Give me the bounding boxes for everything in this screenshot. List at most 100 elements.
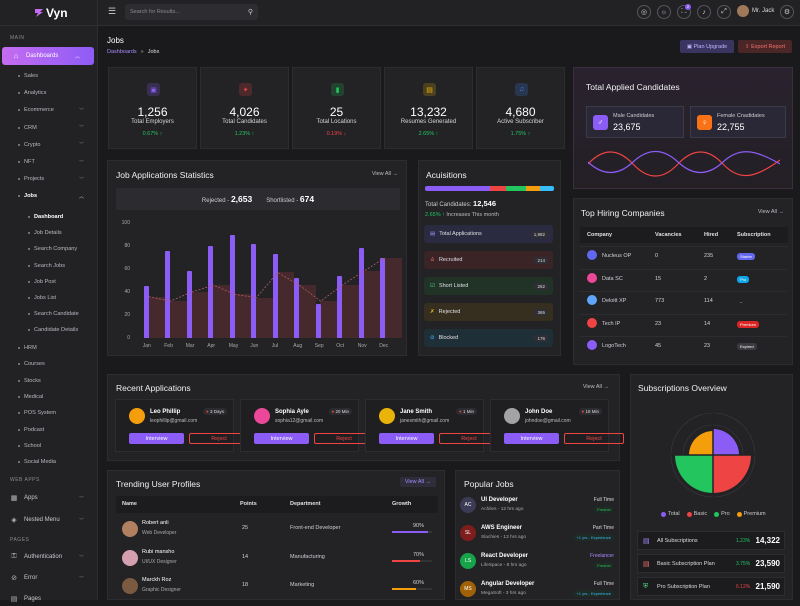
sidebar-sub-crm[interactable]: CRM ﹀ — [0, 121, 98, 135]
profile-department: Manufacturing — [290, 553, 325, 560]
hiring-view-all[interactable]: View All → — [757, 209, 784, 215]
subscription-row[interactable]: ▤ Basic Subscription Plan 3.75% 23,590 — [637, 554, 785, 573]
sidebar-jobs-jobs-list[interactable]: Jobs List — [0, 291, 98, 305]
sidebar-sub-crypto[interactable]: Crypto ﹀ — [0, 138, 98, 152]
sidebar-item-error[interactable]: ⊘ Error ﹀ — [0, 571, 98, 585]
profile-name[interactable]: Robert anli — [142, 520, 169, 526]
subscription-row[interactable]: ⛨ Pro Subscription Plan 6.12% 21,590 — [637, 577, 785, 596]
acq-item[interactable]: ▤ Total Applications 1,982 — [424, 225, 553, 243]
sidebar-sub-medical[interactable]: Medical — [0, 390, 98, 404]
applications-bar[interactable] — [272, 254, 278, 338]
gear-icon[interactable]: ⚙ — [780, 5, 794, 19]
brand-logo[interactable]: Vyn — [0, 0, 98, 26]
sidebar-sub-school[interactable]: School — [0, 439, 98, 453]
sidebar-item-authentication[interactable]: ⚿ Authentication ﹀ — [0, 550, 98, 564]
bell-icon[interactable]: ♪ — [697, 5, 711, 19]
avatar[interactable] — [122, 521, 138, 537]
sidebar-item-nested-menu[interactable]: ◈ Nested Menu ﹀ — [0, 513, 98, 527]
sidebar-jobs-dashboard[interactable]: Dashboard — [0, 210, 98, 224]
theme-toggle-icon[interactable]: ☼ — [657, 5, 671, 19]
sidebar-sub-projects[interactable]: Projects ﹀ — [0, 172, 98, 186]
interview-button[interactable]: Interview — [379, 433, 434, 444]
avatar[interactable] — [737, 5, 749, 17]
reject-button[interactable]: Reject — [564, 433, 624, 444]
job-title[interactable]: React Developer — [481, 553, 529, 559]
sidebar-sub-sales[interactable]: Sales — [0, 69, 98, 83]
applications-bar[interactable] — [251, 243, 257, 338]
cart-icon[interactable]: ⛶ — [677, 5, 691, 19]
acq-item[interactable]: ✗ Rejected 365 — [424, 303, 553, 321]
sidebar-sub-stocks[interactable]: Stocks — [0, 374, 98, 388]
interview-button[interactable]: Interview — [504, 433, 559, 444]
user-name[interactable]: Mr. Jack — [752, 8, 775, 14]
applicant-name[interactable]: Sophia Ayle — [275, 409, 309, 415]
sidebar-jobs-search-jobs[interactable]: Search Jobs — [0, 259, 98, 273]
sidebar-jobs-candidate-details[interactable]: Candidate Details — [0, 323, 98, 337]
sidebar-jobs-search-company[interactable]: Search Company — [0, 242, 98, 256]
company-logo-icon — [587, 250, 597, 260]
sidebar-item-apps[interactable]: ▦ Apps ﹀ — [0, 491, 98, 505]
sidebar-sub-nft[interactable]: NFT ﹀ — [0, 155, 98, 169]
sidebar-sub-social-media[interactable]: Social Media — [0, 455, 98, 469]
fullscreen-icon[interactable]: ⤢ — [717, 5, 731, 19]
job-title[interactable]: UI Developer — [481, 497, 518, 503]
applications-bar[interactable] — [358, 248, 364, 338]
search-input[interactable]: Search for Results... ⚲ — [125, 4, 258, 20]
sidebar-item-label: Nested Menu — [24, 517, 60, 523]
applications-bar[interactable] — [165, 250, 171, 338]
sidebar-sub-analytics[interactable]: Analytics — [0, 86, 98, 100]
applicant-name[interactable]: John Doe — [525, 409, 553, 415]
applications-bar[interactable] — [380, 257, 386, 338]
job-title[interactable]: AWS Engineer — [481, 525, 523, 531]
sidebar-sub-hrm[interactable]: HRM — [0, 341, 98, 355]
plan-upgrade-button[interactable]: ▣ Plan Upgrade — [680, 40, 734, 53]
sidebar-jobs-job-post[interactable]: Job Post — [0, 275, 98, 289]
applications-bar[interactable] — [294, 278, 300, 338]
recent-view-all[interactable]: View All → — [582, 384, 609, 390]
search-icon[interactable]: ⚲ — [247, 9, 253, 16]
applications-bar[interactable] — [186, 271, 192, 338]
company-name[interactable]: Nucleus OP — [602, 253, 632, 259]
avatar[interactable] — [254, 408, 270, 424]
profile-name[interactable]: Marckh Roz — [142, 577, 172, 583]
company-name[interactable]: Tech IP — [602, 320, 621, 327]
acq-item[interactable]: ☑ Short Listed 262 — [424, 277, 553, 295]
menu-toggle-icon[interactable]: ☰ — [108, 6, 117, 16]
acq-item[interactable]: ♙ Recruited 214 — [424, 251, 553, 269]
applicant-name[interactable]: Jane Smith — [400, 409, 433, 415]
applications-bar[interactable] — [229, 234, 235, 338]
company-name[interactable]: Deloitt XP — [602, 298, 627, 304]
language-icon[interactable]: ◎ — [637, 5, 651, 19]
sidebar-sub-ecommerce[interactable]: Ecommerce ﹀ — [0, 103, 98, 117]
company-name[interactable]: Data SC — [602, 275, 623, 282]
sidebar-item-pages[interactable]: ▤ Pages — [0, 592, 98, 606]
sidebar-sub-podcast[interactable]: Podcast — [0, 423, 98, 437]
avatar[interactable] — [504, 408, 520, 424]
sidebar-sub-pos-system[interactable]: POS System — [0, 406, 98, 420]
sidebar-jobs-job-details[interactable]: Job Details — [0, 226, 98, 240]
trending-view-all[interactable]: View All → — [399, 477, 436, 487]
applications-bar[interactable] — [337, 275, 343, 338]
company-name[interactable]: LogoTech — [602, 343, 626, 349]
subscription-row[interactable]: ▤ All Subscriptions 1.23% 14,322 — [637, 531, 785, 550]
job-stats-view-all[interactable]: View All → — [371, 171, 398, 177]
acq-item[interactable]: ⊘ Blocked 176 — [424, 329, 553, 347]
export-report-button[interactable]: ⇪ Export Report — [738, 40, 792, 53]
applications-bar[interactable] — [208, 246, 214, 338]
job-title[interactable]: Angular Developer — [481, 581, 535, 587]
applications-bar[interactable] — [143, 286, 149, 338]
interview-button[interactable]: Interview — [254, 433, 309, 444]
avatar[interactable] — [122, 549, 138, 566]
sidebar-jobs-search-candidate[interactable]: Search Candidate — [0, 307, 98, 321]
sidebar-item-dashboards[interactable]: ⌂ Dashboards ︿ — [2, 47, 94, 65]
interview-button[interactable]: Interview — [129, 433, 184, 444]
profile-name[interactable]: Rubi mansho — [142, 548, 175, 555]
avatar[interactable] — [122, 578, 138, 594]
sidebar-sub-jobs[interactable]: Jobs ︿ — [0, 189, 98, 203]
breadcrumb-parent[interactable]: Dashboards — [107, 49, 137, 55]
applications-bar[interactable] — [315, 303, 321, 338]
avatar[interactable] — [129, 408, 145, 424]
sidebar-sub-courses[interactable]: Courses — [0, 357, 98, 371]
applicant-name[interactable]: Leo Phillip — [150, 409, 181, 415]
avatar[interactable] — [379, 408, 395, 424]
